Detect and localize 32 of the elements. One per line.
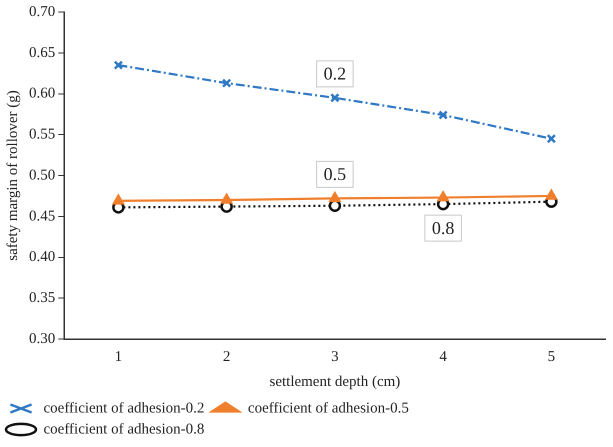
x-tick-label: 4 (439, 348, 448, 365)
x-tick-label: 1 (114, 348, 122, 365)
y-tick-label: 0.60 (29, 86, 56, 102)
y-tick-label: 0.55 (29, 126, 56, 143)
legend-label: coefficient of adhesion-0.8 (44, 421, 204, 438)
annotation: 0.5 (324, 164, 346, 184)
point (546, 134, 556, 144)
y-tick-label: 0.70 (29, 4, 56, 20)
y-tick-label: 0.35 (29, 290, 56, 306)
y-tick-label: 0.40 (29, 249, 56, 266)
point (329, 192, 340, 202)
point (221, 194, 232, 204)
point (112, 194, 124, 205)
y-axis-title: safety margin of rollover (g) (4, 90, 21, 261)
point (330, 93, 340, 103)
point (546, 190, 557, 200)
annotation: 0.8 (432, 218, 454, 238)
legend-label: coefficient of adhesion-0.2 (44, 400, 204, 416)
point (438, 191, 449, 202)
y-tick-label: 0.50 (29, 167, 56, 184)
point (438, 110, 448, 120)
y-tick-label: 0.45 (29, 208, 56, 224)
annotation: 0.2 (324, 64, 346, 84)
legend-label: coefficient of adhesion-0.5 (248, 400, 409, 416)
point (222, 78, 232, 88)
x-tick-label: 5 (548, 348, 556, 365)
x-tick-label: 3 (331, 348, 339, 365)
point (114, 60, 124, 70)
x-tick-label: 2 (222, 348, 230, 365)
y-tick-label: 0.30 (29, 330, 56, 347)
y-tick-label: 0.65 (29, 44, 56, 61)
x-axis-title: settlement depth (cm) (269, 374, 400, 390)
